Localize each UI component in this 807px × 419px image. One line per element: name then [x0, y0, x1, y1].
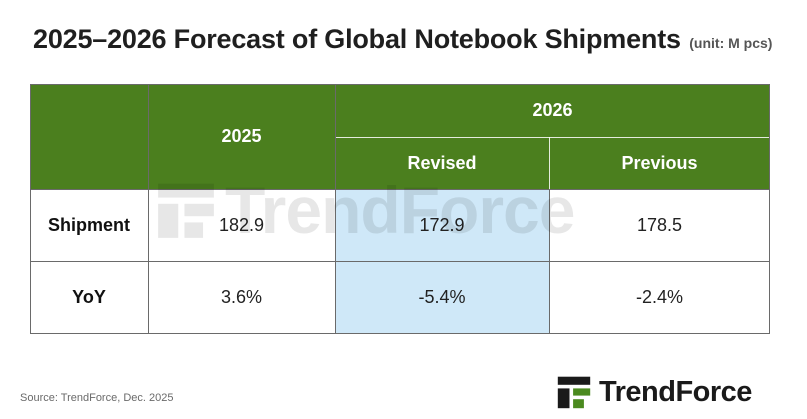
row-label-shipment: Shipment	[30, 189, 148, 261]
header-corner	[30, 84, 148, 189]
cell-shipment-2025: 182.9	[148, 189, 335, 261]
cell-yoy-2026-previous: -2.4%	[549, 261, 770, 334]
row-label-yoy: YoY	[30, 261, 148, 334]
cell-shipment-2026-revised: 172.9	[335, 189, 549, 261]
header-2026: 2026	[335, 84, 770, 137]
trendforce-logo: TrendForce	[556, 374, 752, 410]
cell-shipment-2026-previous: 178.5	[549, 189, 770, 261]
header-2025: 2025	[148, 84, 335, 189]
cell-yoy-2026-revised: -5.4%	[335, 261, 549, 334]
grid-line	[148, 84, 149, 334]
cell-yoy-2025: 3.6%	[148, 261, 335, 334]
trendforce-logo-icon	[557, 376, 591, 409]
header-sub-divider	[335, 137, 770, 138]
title-text: 2025–2026 Forecast of Global Notebook Sh…	[33, 24, 681, 54]
chart-title: 2025–2026 Forecast of Global Notebook Sh…	[33, 24, 772, 55]
header-revised-divider	[549, 137, 550, 189]
logo-text: TrendForce	[599, 375, 752, 408]
header-previous: Previous	[549, 137, 770, 189]
grid-line	[30, 261, 770, 262]
forecast-table: 2025 2026 Revised Previous Shipment 182.…	[30, 84, 770, 334]
grid-line	[335, 84, 336, 334]
source-note: Source: TrendForce, Dec. 2025	[20, 392, 174, 404]
grid-line	[30, 189, 770, 190]
unit-label: (unit: M pcs)	[689, 35, 773, 51]
header-revised: Revised	[335, 137, 549, 189]
